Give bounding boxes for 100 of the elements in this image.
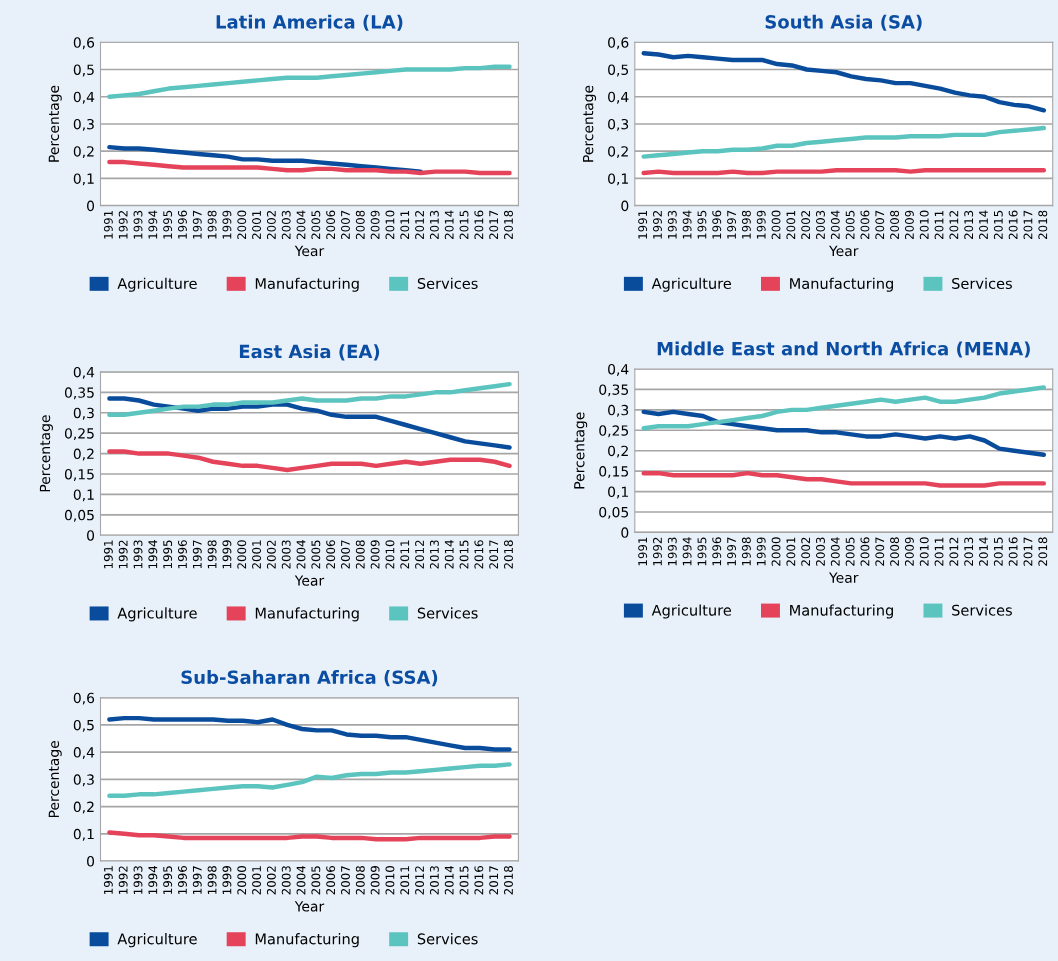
x-tick-label: 1995 <box>163 866 173 894</box>
x-tick-label: 2004 <box>296 865 306 895</box>
y-axis-title: Percentage <box>48 741 62 818</box>
x-tick-label: 2011 <box>400 210 410 239</box>
x-tick-label: 2001 <box>786 537 796 566</box>
line-series <box>641 125 1047 159</box>
x-tick-label: 1999 <box>222 540 232 569</box>
chart-title: Sub-Saharan Africa (SSA) <box>181 670 438 687</box>
x-tick-label: 1994 <box>148 540 158 569</box>
x-tick-label: 1992 <box>118 540 128 569</box>
x-tick-label: 2014 <box>444 865 454 895</box>
x-tick-label: 2014 <box>444 210 454 239</box>
x-tick-label: 1991 <box>638 537 648 566</box>
x-tick-label: 1996 <box>712 537 722 566</box>
x-tick-label: 1996 <box>712 210 722 239</box>
x-tick-label: 1999 <box>222 210 232 239</box>
x-tick-label: 1999 <box>756 210 766 239</box>
x-tick-label: 1992 <box>653 537 662 566</box>
x-tick-label: 2017 <box>1023 210 1033 239</box>
y-tick-label: 0,6 <box>73 37 95 50</box>
y-tick-label: 0,6 <box>73 692 95 705</box>
legend-label: Services <box>952 277 1012 289</box>
y-tick-label: 0,1 <box>73 489 94 502</box>
y-tick-label: 0,4 <box>73 747 95 760</box>
x-tick-label: 2008 <box>890 210 900 239</box>
x-tick-label: 2005 <box>311 540 321 569</box>
x-tick-label: 1992 <box>118 866 128 894</box>
x-tick-label: 2000 <box>237 210 247 239</box>
x-tick-label: 2018 <box>1038 537 1048 566</box>
y-tick-label: 0,4 <box>73 91 95 104</box>
x-tick-label: 2014 <box>979 210 988 239</box>
x-tick-label: 1998 <box>741 537 751 566</box>
y-tick-label: 0,3 <box>73 118 94 131</box>
chart-title: East Asia (EA) <box>239 344 380 361</box>
x-tick-label: 2016 <box>474 210 484 239</box>
x-tick-label: 2017 <box>1023 537 1033 566</box>
x-tick-label: 1999 <box>222 866 232 894</box>
x-axis-title: Year <box>294 575 325 586</box>
y-tick-label: 0,1 <box>73 828 94 841</box>
y-axis-title: Percentage <box>48 85 62 162</box>
x-tick-label: 1992 <box>118 211 128 239</box>
x-tick-label: 2013 <box>964 537 974 566</box>
y-tick-label: 0,1 <box>608 173 628 186</box>
x-tick-label: 1998 <box>207 540 217 569</box>
x-tick-label: 2002 <box>801 211 811 239</box>
y-tick-label: 0,15 <box>64 468 94 481</box>
y-tick-label: 0,25 <box>599 425 629 438</box>
line-series <box>107 762 512 798</box>
x-tick-label: 2017 <box>489 866 499 895</box>
x-tick-label: 2006 <box>860 537 870 566</box>
x-tick-label: 1999 <box>756 537 766 566</box>
y-tick-label: 0,1 <box>73 173 94 186</box>
y-tick-label: 0,2 <box>73 801 94 814</box>
x-tick-label: 2007 <box>875 210 885 239</box>
x-tick-label: 2006 <box>860 210 870 239</box>
y-tick-label: 0,5 <box>73 719 94 732</box>
x-tick-label: 2005 <box>845 210 855 239</box>
line-series <box>641 50 1047 113</box>
legend-label: Services <box>417 933 478 945</box>
x-tick-label: 2000 <box>237 540 247 569</box>
y-tick-label: 0,4 <box>608 363 629 376</box>
line-series <box>107 830 512 842</box>
legend-label: Manufacturing <box>255 933 359 948</box>
x-tick-label: 1993 <box>133 866 143 894</box>
x-tick-label: 1998 <box>207 866 217 894</box>
x-tick-label: 1991 <box>638 210 648 239</box>
x-tick-label: 1997 <box>727 537 737 566</box>
x-axis-title: Year <box>829 572 859 583</box>
y-tick-label: 0,3 <box>73 407 94 420</box>
x-tick-label: 2010 <box>385 540 395 569</box>
x-tick-label: 1994 <box>148 865 158 894</box>
x-tick-label: 2008 <box>890 537 900 566</box>
y-tick-label: 0 <box>621 527 629 538</box>
y-tick-label: 0,35 <box>599 384 629 397</box>
x-tick-label: 1994 <box>682 537 692 566</box>
x-tick-label: 2001 <box>252 540 262 569</box>
legend-label: Agriculture <box>651 277 732 292</box>
y-tick-label: 0,5 <box>73 64 94 77</box>
y-tick-label: 0,15 <box>599 466 629 479</box>
x-tick-label: 1996 <box>177 540 187 569</box>
x-tick-label: 2013 <box>429 540 439 569</box>
x-tick-label: 1997 <box>727 210 737 239</box>
x-tick-label: 2002 <box>266 866 276 895</box>
x-tick-label: 1991 <box>103 866 113 894</box>
x-tick-label: 2018 <box>1038 210 1048 239</box>
x-tick-label: 2013 <box>964 210 974 239</box>
x-tick-label: 2011 <box>934 210 944 239</box>
line-series <box>107 715 512 752</box>
x-tick-label: 2009 <box>370 210 380 239</box>
y-tick-label: 0,3 <box>608 404 629 417</box>
legend-label: Agriculture <box>117 607 197 622</box>
x-tick-label: 2000 <box>771 210 781 239</box>
x-tick-label: 2010 <box>919 210 929 239</box>
y-tick-label: 0 <box>87 856 95 867</box>
x-tick-label: 1998 <box>741 210 751 239</box>
line-series <box>641 385 1047 431</box>
x-tick-label: 2004 <box>830 537 840 566</box>
x-tick-label: 1996 <box>177 865 187 894</box>
y-tick-label: 0,4 <box>73 366 95 379</box>
legend-label: Agriculture <box>117 277 197 292</box>
